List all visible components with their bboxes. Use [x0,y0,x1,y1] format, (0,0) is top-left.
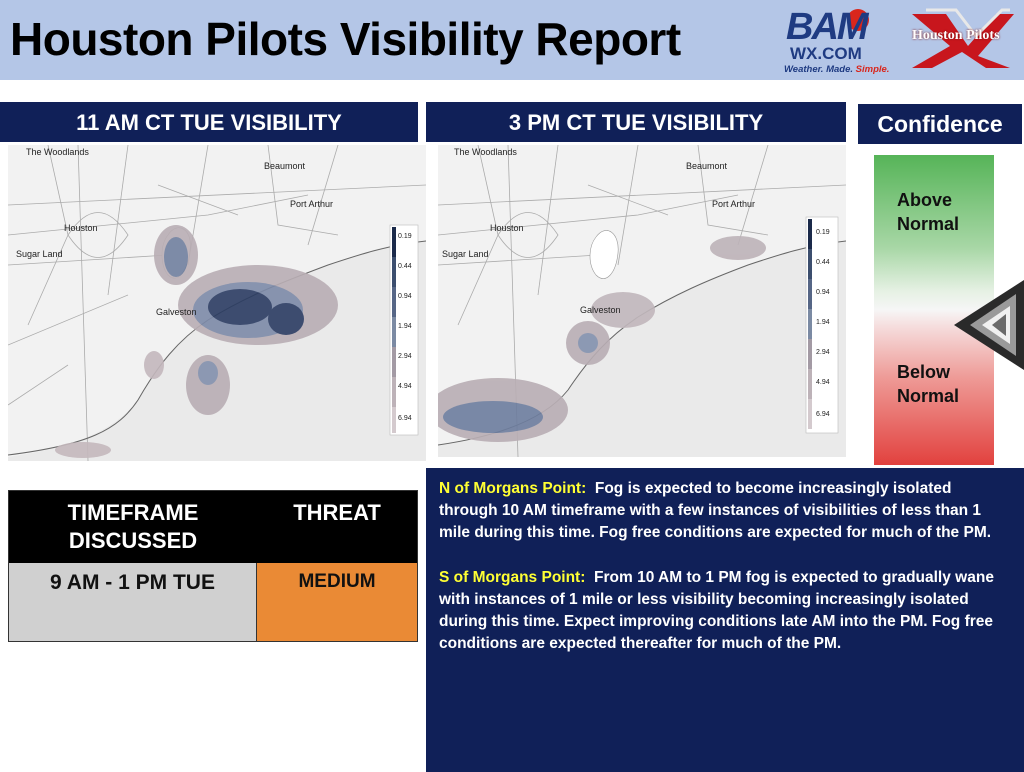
place-label: Sugar Land [16,249,63,259]
place-label: Houston [64,223,98,233]
confidence-above-label: Above Normal [897,190,960,234]
north-discussion: N of Morgans Point: Fog is expected to b… [439,478,1010,545]
visibility-map-3pm: The Woodlands Beaumont Port Arthur Houst… [438,145,846,457]
place-label: The Woodlands [454,147,517,157]
timeframe-value: 9 AM - 1 PM TUE [9,563,257,641]
threat-table-header: TIMEFRAME DISCUSSED THREAT [9,491,417,563]
houston-pilots-logo: Houston Pilots [906,6,1018,72]
chevron-left-icon [954,280,1024,370]
place-label: Port Arthur [712,199,756,209]
place-label: Beaumont [686,161,728,171]
map-title-3pm: 3 PM CT TUE VISIBILITY [426,102,846,142]
place-label: Port Arthur [290,199,334,209]
north-label: N of Morgans Point: [439,480,587,497]
place-label: Houston [490,223,524,233]
confidence-below-label: Below Normal [897,362,960,406]
place-label: Galveston [580,305,621,315]
confidence-title: Confidence [858,104,1022,144]
visibility-map-11am: The Woodlands Beaumont Port Arthur Houst… [8,145,426,461]
place-label: The Woodlands [26,147,89,157]
map-11am-graphic [8,145,426,461]
threat-level-badge: MEDIUM [257,563,417,641]
place-label: Beaumont [264,161,306,171]
header-bar: Houston Pilots Visibility Report BAM WX.… [0,0,1024,80]
bam-wx-logo: BAM WX.COM Weather. Made. Simple. [782,6,902,76]
south-label: S of Morgans Point: [439,568,586,586]
confidence-gradient-bar [874,155,994,465]
discussion-panel: N of Morgans Point: Fog is expected to b… [426,468,1024,772]
south-discussion: S of Morgans Point: From 10 AM to 1 PM f… [439,567,1010,656]
map-3pm-graphic [438,145,846,457]
place-label: Sugar Land [442,249,489,259]
place-label: Galveston [156,307,197,317]
threat-table: TIMEFRAME DISCUSSED THREAT 9 AM - 1 PM T… [8,490,418,642]
map-title-11am: 11 AM CT TUE VISIBILITY [0,102,418,142]
north-text: Fog is expected to become increasingly i… [439,480,992,542]
timeframe-header: TIMEFRAME DISCUSSED [67,500,199,553]
threat-header: THREAT [293,500,381,525]
south-text: From 10 AM to 1 PM fog is expected to gr… [439,568,994,653]
page-title: Houston Pilots Visibility Report [10,13,681,65]
